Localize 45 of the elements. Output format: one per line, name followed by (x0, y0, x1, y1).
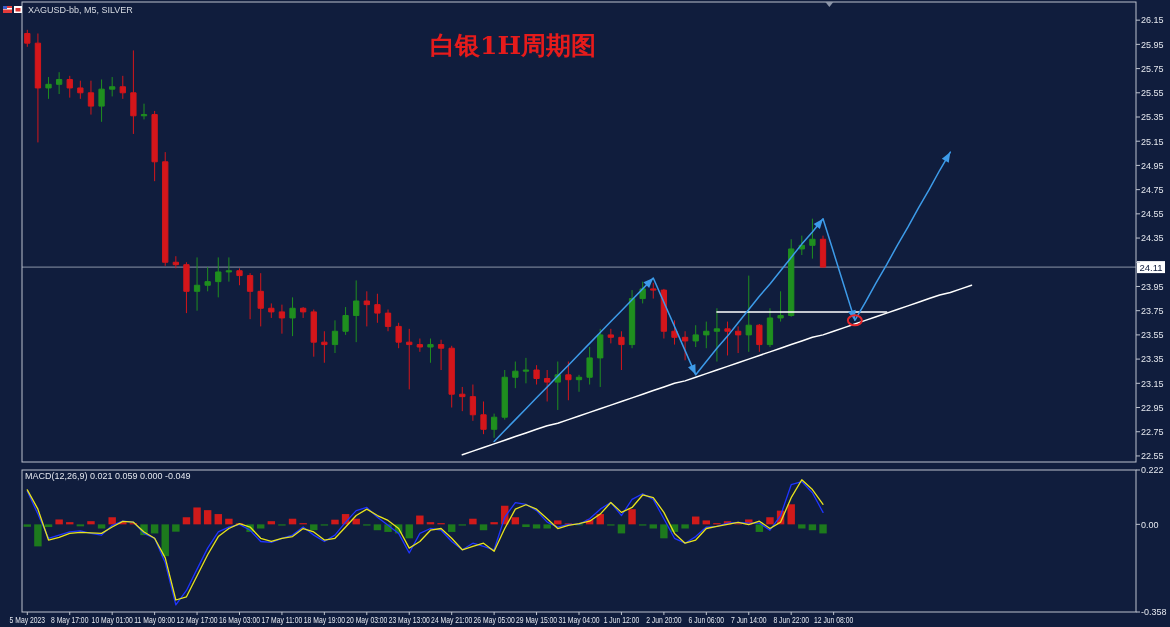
x-tick-label: 24 May 21:00 (431, 615, 473, 626)
y-tick-label: 0.222 (1141, 465, 1164, 476)
y-tick-label: 0.00 (1141, 519, 1159, 530)
y-tick-label: 24.95 (1141, 160, 1164, 171)
x-tick-label: 7 Jun 14:00 (731, 615, 767, 626)
y-tick-label: 25.15 (1141, 136, 1164, 147)
x-tick-label: 5 May 2023 (9, 615, 46, 626)
x-tick-label: 17 May 11:00 (261, 615, 303, 626)
y-tick-label: 25.95 (1141, 39, 1164, 50)
chart-subtitle: XAGUSD-bb, M5, SILVER (28, 5, 134, 15)
y-tick-label: 24.75 (1141, 184, 1164, 195)
y-tick-label: 26.15 (1141, 15, 1164, 26)
y-tick-label: 25.35 (1141, 112, 1164, 123)
x-tick-label: 1 Jun 12:00 (603, 615, 640, 626)
y-tick-label: 23.55 (1141, 330, 1164, 341)
x-tick-label: 8 Jun 22:00 (773, 615, 809, 626)
x-tick-label: 31 May 04:00 (558, 615, 600, 626)
x-tick-label: 20 May 03:00 (346, 615, 388, 626)
x-tick-label: 16 May 03:00 (218, 615, 261, 626)
y-tick-label: 22.95 (1141, 402, 1164, 413)
x-tick-label: 12 May 17:00 (176, 615, 218, 626)
y-tick-label: 23.15 (1141, 378, 1164, 389)
y-tick-label: 22.75 (1141, 427, 1164, 438)
x-tick-label: 10 May 01:00 (91, 615, 133, 626)
y-tick-label: 24.55 (1141, 209, 1164, 220)
chart-title: MACD(12,26,9) 0.021 0.059 0.000 -0.049 (25, 471, 191, 481)
text: 白银1H周期图 (429, 31, 597, 60)
y-tick-label: 23.75 (1141, 305, 1164, 316)
x-tick-label: 8 May 17:00 (51, 615, 89, 626)
x-tick-label: 26 May 05:00 (473, 615, 515, 626)
x-tick-label: 6 Jun 06:00 (688, 615, 725, 626)
y-tick-label: 22.55 (1141, 451, 1164, 462)
x-tick-label: 2 Jun 20:00 (646, 615, 682, 626)
x-tick-label: 29 May 15:00 (515, 615, 558, 626)
y-tick-label: 23.35 (1141, 354, 1164, 365)
y-tick-label: -0.358 (1141, 607, 1167, 618)
x-tick-label: 18 May 19:00 (303, 615, 345, 626)
ref-line-label: 24.11 (1139, 261, 1163, 273)
y-tick-label: 23.95 (1141, 281, 1164, 292)
y-tick-label: 25.55 (1141, 88, 1164, 99)
x-tick-label: 11 May 09:00 (134, 615, 175, 626)
x-tick-label: 12 Jun 08:00 (813, 615, 854, 626)
y-tick-label: 24.35 (1141, 233, 1164, 244)
x-tick-label: 23 May 13:00 (388, 615, 430, 626)
y-tick-label: 25.75 (1141, 63, 1164, 74)
